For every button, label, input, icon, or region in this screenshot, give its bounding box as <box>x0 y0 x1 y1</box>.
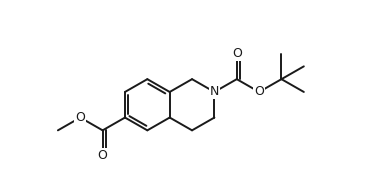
Text: O: O <box>254 85 264 98</box>
Text: O: O <box>98 150 107 163</box>
Text: O: O <box>75 111 85 124</box>
Text: O: O <box>232 47 242 60</box>
Text: N: N <box>210 85 219 98</box>
